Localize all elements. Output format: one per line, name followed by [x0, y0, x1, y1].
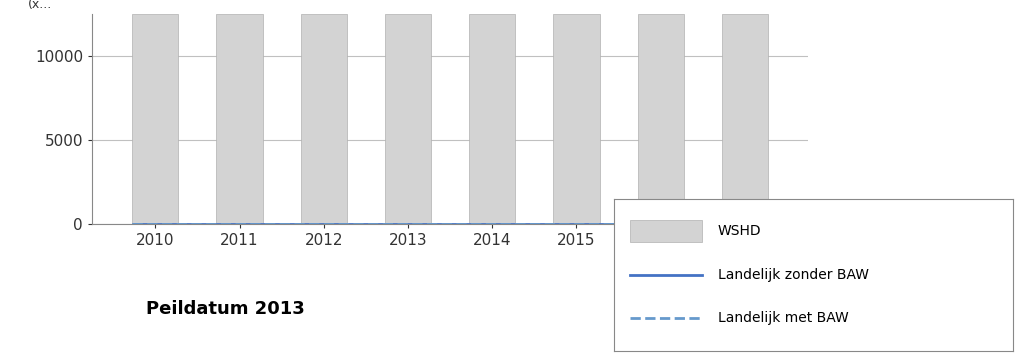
Bar: [132, 14, 178, 224]
Bar: [553, 14, 599, 224]
Bar: [722, 14, 768, 224]
Bar: [385, 14, 431, 224]
Bar: [301, 14, 347, 224]
Text: WSHD: WSHD: [717, 224, 761, 238]
Bar: [216, 14, 263, 224]
Text: Landelijk zonder BAW: Landelijk zonder BAW: [717, 268, 869, 282]
Text: Peildatum 2013: Peildatum 2013: [145, 300, 305, 319]
Bar: [470, 14, 516, 224]
Bar: [637, 14, 684, 224]
Text: Landelijk met BAW: Landelijk met BAW: [717, 311, 848, 325]
FancyBboxPatch shape: [630, 220, 702, 242]
Text: (x...: (x...: [28, 0, 52, 11]
